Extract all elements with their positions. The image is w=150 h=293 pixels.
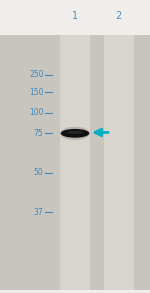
Ellipse shape	[61, 129, 89, 138]
Bar	[60, 35, 90, 290]
Ellipse shape	[60, 127, 90, 140]
Text: 1: 1	[72, 11, 78, 21]
Text: 100: 100	[29, 108, 44, 117]
Text: 150: 150	[29, 88, 44, 97]
Text: 37: 37	[34, 208, 44, 217]
Text: 250: 250	[29, 70, 44, 79]
Ellipse shape	[66, 131, 84, 134]
Text: 50: 50	[34, 168, 44, 177]
Bar	[0, 35, 150, 290]
Text: 75: 75	[34, 129, 44, 138]
Text: 2: 2	[115, 11, 122, 21]
Bar	[103, 35, 134, 290]
